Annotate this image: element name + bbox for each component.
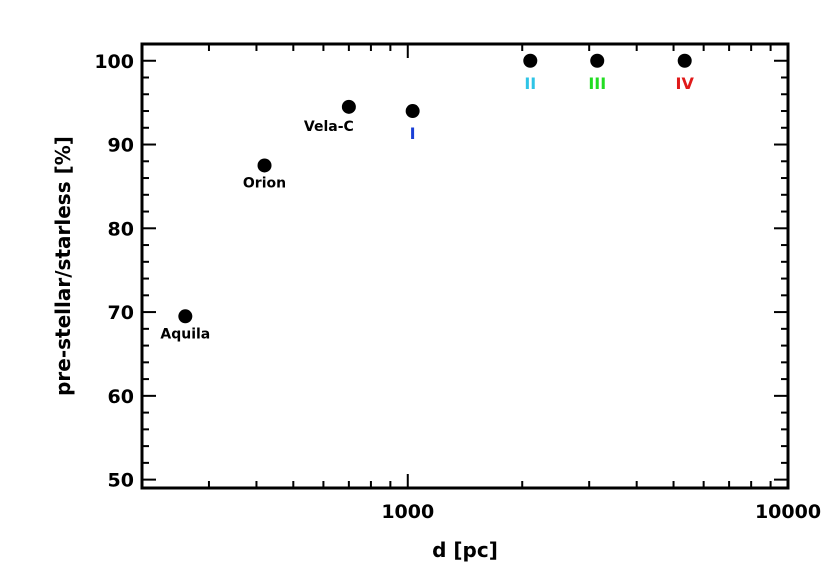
data-point	[405, 104, 420, 119]
data-point	[590, 53, 605, 68]
point-label: IV	[676, 74, 695, 93]
y-tick-label: 90	[108, 135, 134, 157]
data-point	[341, 99, 356, 114]
x-tick-label: 10000	[755, 501, 821, 523]
x-tick-label: 1000	[381, 501, 434, 523]
y-tick-label: 80	[108, 218, 134, 240]
y-axis-title: pre-stellar/starless [%]	[51, 136, 75, 396]
point-label: Aquila	[160, 326, 210, 342]
axis-tick-labels: 50 60 70 80 90 100 1000 10000	[94, 51, 821, 523]
y-tick-label: 70	[108, 302, 134, 324]
point-label: III	[588, 74, 606, 93]
y-tick-label: 60	[108, 386, 134, 408]
point-label: I	[410, 124, 416, 143]
data-point	[178, 309, 193, 324]
plot-frame	[140, 42, 790, 490]
data-point	[677, 53, 692, 68]
x-axis-title: d [pc]	[432, 538, 498, 562]
y-tick-label: 100	[94, 51, 134, 73]
axis-ticks	[141, 43, 789, 488]
point-label: II	[524, 74, 536, 93]
point-label: Vela-C	[304, 119, 354, 135]
point-label: Orion	[243, 175, 286, 191]
data-point	[257, 158, 272, 173]
data-point	[523, 53, 538, 68]
y-tick-label: 50	[108, 470, 134, 492]
